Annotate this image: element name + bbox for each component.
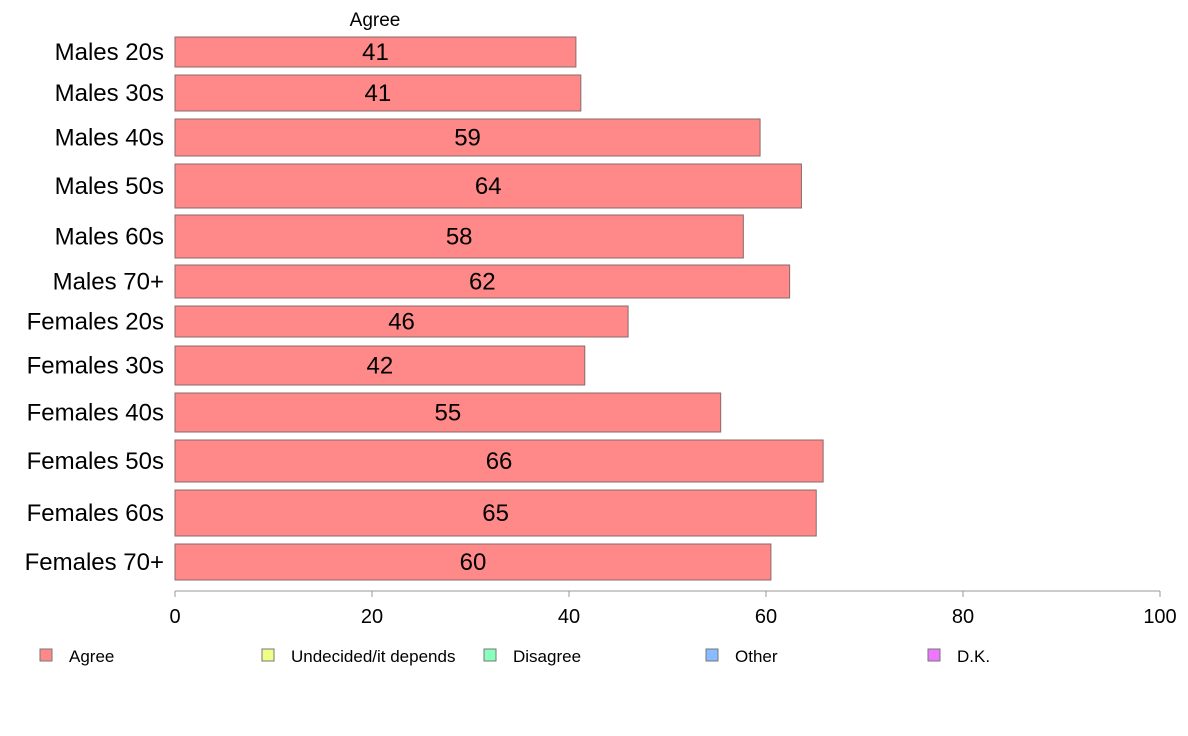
category-label: Males 40s [55,125,164,152]
legend-swatch [705,648,719,662]
bar-value-label: 41 [365,80,392,107]
legend-label: D.K. [957,647,990,666]
category-label: Females 60s [27,500,164,527]
category-label: Females 50s [27,448,164,475]
category-label: Females 40s [27,400,164,427]
legend-label: Agree [69,647,114,666]
bar-segment [174,163,802,209]
legend-label: Undecided/it depends [291,647,455,666]
x-tick-label: 0 [169,606,180,628]
bar-segment [174,392,722,433]
x-tick-label: 60 [755,606,777,628]
bar-value-label: 59 [454,125,481,152]
legend-swatch [261,648,275,662]
bar-value-label: 41 [362,39,389,66]
bar-value-label: 62 [469,269,496,296]
bar-value-label: 65 [482,500,509,527]
bar-segment [174,36,577,68]
bar-value-label: 66 [486,448,513,475]
bar-value-label: 55 [434,400,461,427]
bar-value-label: 46 [388,309,415,336]
legend-swatch [483,648,497,662]
bar-value-label: 42 [367,353,394,380]
category-label: Males 50s [55,173,164,200]
x-axis: 0 20 40 60 80 100 [169,590,1177,628]
x-tick-label: 100 [1143,606,1176,628]
x-tick-label: 80 [952,606,974,628]
bar-segment [174,305,629,338]
category-label: Males 30s [55,80,164,107]
bar-segment [174,439,824,483]
category-label: Males 20s [55,39,164,66]
legend-label: Other [735,647,778,666]
bar-value-label: 64 [475,173,502,200]
bar-segment [174,264,791,299]
category-label: Males 60s [55,224,164,251]
category-labels-group: Males 20s Males 30s Males 40s Males 50s Male… [25,39,164,576]
x-tick-label: 20 [361,606,383,628]
category-label: Males 70+ [53,269,164,296]
bar-value-label: 60 [460,549,487,576]
x-tick-label: 40 [558,606,580,628]
bar-segment [174,543,772,581]
bar-value-label: 58 [446,224,473,251]
bar-segment [174,74,582,112]
legend: Agree Undecided/it depends Disagree Other D.… [39,647,990,666]
bar-segment [174,345,586,386]
bar-segment [174,489,817,537]
bar-segment [174,118,761,157]
bar-segment [174,214,744,259]
category-label: Females 30s [27,353,164,380]
category-label: Females 20s [27,309,164,336]
legend-swatch [39,648,53,662]
category-label: Females 70+ [25,549,164,576]
legend-swatch [927,648,941,662]
legend-label: Disagree [513,647,581,666]
column-header: Agree [350,10,401,31]
